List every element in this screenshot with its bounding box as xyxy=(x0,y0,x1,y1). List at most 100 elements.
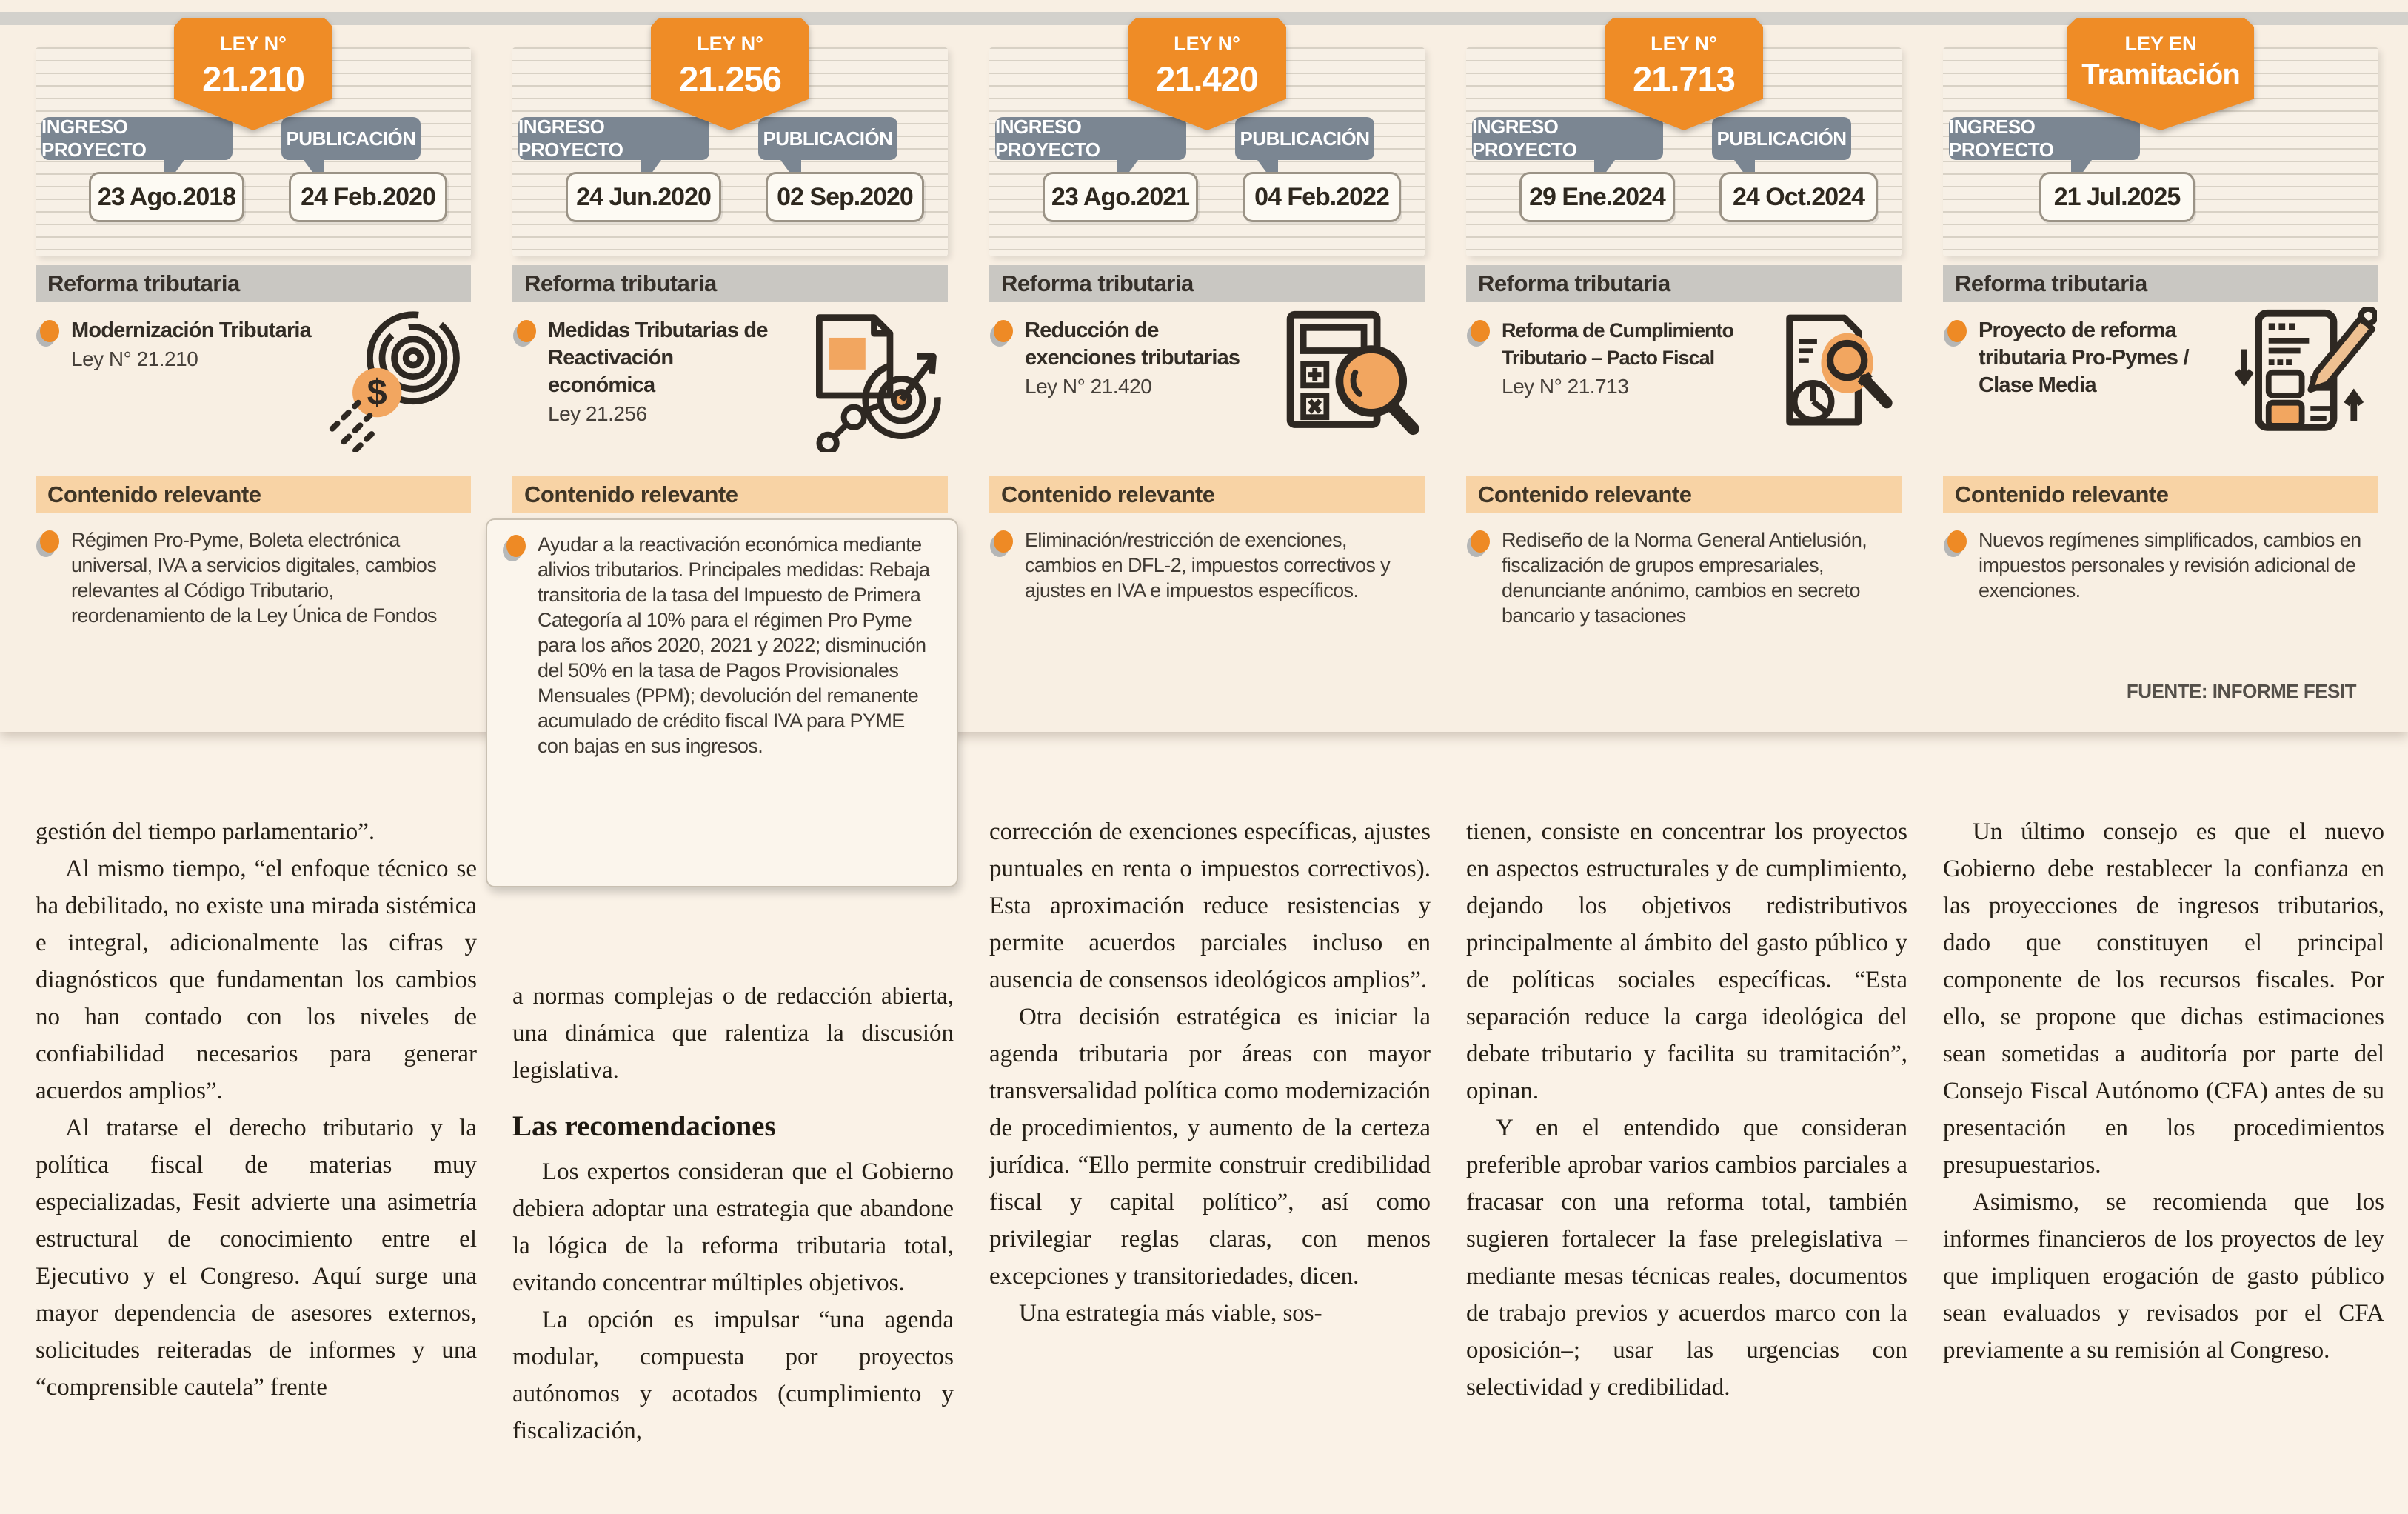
article-paragraph: gestión del tiempo parlamentario”. xyxy=(36,818,375,845)
publicacion-tag: PUBLICACIÓN xyxy=(758,117,897,188)
publicacion-date: 04 Feb.2022 xyxy=(1243,172,1401,222)
article-column-5: Un último consejo es que el nuevo Gobier… xyxy=(1943,813,2384,1369)
article-paragraph: tienen, consiste en concentrar los proye… xyxy=(1466,818,1907,1104)
law-badge-number: 21.713 xyxy=(1633,59,1736,99)
law-card-21256: LEY N° 21.256 INGRESO PROYECTO PUBLICACI… xyxy=(486,0,958,887)
orange-bullet-icon xyxy=(40,530,59,553)
law-card-21210: LEY N° 21.210 INGRESO PROYECTO PUBLICACI… xyxy=(36,0,471,732)
law-badge-label: LEY N° xyxy=(1651,33,1717,55)
orange-bullet-icon xyxy=(1947,320,1967,342)
content-text: Rediseño de la Norma General Antielusión… xyxy=(1502,529,1867,627)
article-paragraph: corrección de exenciones específicas, aj… xyxy=(989,818,1431,993)
law-badge-label: LEY EN xyxy=(2124,33,2197,55)
document-target-arrow-icon xyxy=(802,307,946,452)
law-badge: LEY N° 21.713 xyxy=(1605,18,1763,130)
content-header: Contenido relevante xyxy=(1466,476,1902,513)
article-paragraph: Al tratarse el derecho tributario y la p… xyxy=(36,1115,477,1401)
article-paragraph: Los expertos consideran que el Gobierno … xyxy=(512,1158,954,1296)
publicacion-date: 02 Sep.2020 xyxy=(766,172,924,222)
form-pencil-icon xyxy=(2233,307,2377,452)
article-paragraph: a normas complejas o de redacción abiert… xyxy=(512,983,954,1084)
article-subheading: Las recomendaciones xyxy=(512,1110,776,1142)
law-card-tramitacion: LEY EN Tramitación INGRESO PROYECTO 21 J… xyxy=(1943,0,2378,732)
publicacion-tag: PUBLICACIÓN xyxy=(281,117,421,188)
law-badge: LEY N° 21.256 xyxy=(651,18,809,130)
article-paragraph: Al mismo tiempo, “el enfoque técnico se … xyxy=(36,856,477,1104)
section-header: Reforma tributaria xyxy=(36,265,471,302)
law-title: Medidas Tributarias de Reactivación econ… xyxy=(548,319,768,397)
orange-bullet-icon xyxy=(1471,320,1490,342)
article-column-2: a normas complejas o de redacción abiert… xyxy=(512,978,954,1450)
svg-text:$: $ xyxy=(367,373,387,413)
law-badge-number: 21.420 xyxy=(1156,59,1259,99)
content-overflow-box: Ayudar a la reactivación económica media… xyxy=(486,518,958,887)
law-card-21420: LEY N° 21.420 INGRESO PROYECTO PUBLICACI… xyxy=(989,0,1425,732)
law-badge-label: LEY N° xyxy=(1174,33,1240,55)
document-audit-magnifier-icon xyxy=(1770,307,1900,452)
ingreso-proyecto-tag: INGRESO PROYECTO xyxy=(1949,116,2140,188)
publicacion-date: 24 Feb.2020 xyxy=(289,172,447,222)
money-target-icon: $ xyxy=(325,307,469,452)
source-credit: FUENTE: INFORME FESIT xyxy=(2126,680,2357,702)
publicacion-tag: PUBLICACIÓN xyxy=(1712,117,1851,188)
law-title: Reforma de Cumplimiento Tributario – Pac… xyxy=(1502,319,1734,369)
section-header: Reforma tributaria xyxy=(1466,265,1902,302)
ingreso-proyecto-label: INGRESO PROYECTO xyxy=(1949,116,2054,161)
law-badge-number: 21.256 xyxy=(679,59,782,99)
law-title: Modernización Tributaria xyxy=(71,319,312,342)
law-badge: LEY N° 21.420 xyxy=(1128,18,1286,130)
law-number: Ley 21.256 xyxy=(548,402,647,425)
law-number: Ley N° 21.713 xyxy=(1502,375,1629,398)
ingreso-proyecto-tag: INGRESO PROYECTO xyxy=(1472,116,1663,188)
orange-bullet-icon xyxy=(1471,530,1490,553)
publicacion-label: PUBLICACIÓN xyxy=(1716,127,1847,150)
content-header: Contenido relevante xyxy=(36,476,471,513)
ingreso-proyecto-label: INGRESO PROYECTO xyxy=(41,116,147,161)
law-title: Reducción de exenciones tributarias xyxy=(1025,319,1240,370)
law-badge-label: LEY N° xyxy=(697,33,763,55)
law-number: Ley N° 21.210 xyxy=(71,347,198,370)
content-text: Eliminación/restricción de exenciones, c… xyxy=(1025,529,1391,601)
publicacion-label: PUBLICACIÓN xyxy=(286,127,416,150)
section-header: Reforma tributaria xyxy=(512,265,948,302)
ingreso-date: 23 Ago.2018 xyxy=(89,172,244,222)
article-paragraph: Otra decisión estratégica es iniciar la … xyxy=(989,1004,1431,1290)
orange-bullet-icon xyxy=(40,320,59,342)
content-header: Contenido relevante xyxy=(512,476,948,513)
content-header: Contenido relevante xyxy=(989,476,1425,513)
law-badge: LEY N° 21.210 xyxy=(174,18,332,130)
content-text: Ayudar a la reactivación económica media… xyxy=(538,533,930,757)
law-badge: LEY EN Tramitación xyxy=(2067,18,2254,130)
section-header: Reforma tributaria xyxy=(989,265,1425,302)
orange-bullet-icon xyxy=(994,320,1013,342)
law-title: Proyecto de reforma tributaria Pro-Pymes… xyxy=(1979,319,2190,397)
law-badge-status: Tramitación xyxy=(2081,59,2241,91)
ingreso-proyecto-tag: INGRESO PROYECTO xyxy=(995,116,1186,188)
ingreso-date: 21 Jul.2025 xyxy=(2039,172,2195,222)
law-badge-number: 21.210 xyxy=(202,59,305,99)
ingreso-proyecto-tag: INGRESO PROYECTO xyxy=(41,116,233,188)
content-text: Nuevos regímenes simplificados, cambios … xyxy=(1979,529,2361,601)
ingreso-date: 23 Ago.2021 xyxy=(1043,172,1198,222)
ingreso-proyecto-label: INGRESO PROYECTO xyxy=(518,116,623,161)
article-column-3: corrección de exenciones específicas, aj… xyxy=(989,813,1431,1332)
publicacion-label: PUBLICACIÓN xyxy=(763,127,893,150)
ingreso-proyecto-label: INGRESO PROYECTO xyxy=(995,116,1100,161)
ingreso-date: 29 Ene.2024 xyxy=(1519,172,1675,222)
orange-bullet-icon xyxy=(1947,530,1967,553)
section-header: Reforma tributaria xyxy=(1943,265,2378,302)
calculator-magnifier-icon xyxy=(1279,307,1423,452)
article-paragraph: Una estrategia más viable, sos- xyxy=(1019,1300,1322,1327)
law-number: Ley N° 21.420 xyxy=(1025,375,1152,398)
content-header: Contenido relevante xyxy=(1943,476,2378,513)
article-paragraph: La opción es impulsar “una agenda modula… xyxy=(512,1307,954,1444)
ingreso-date: 24 Jun.2020 xyxy=(566,172,721,222)
law-badge-label: LEY N° xyxy=(220,33,287,55)
ingreso-proyecto-label: INGRESO PROYECTO xyxy=(1472,116,1577,161)
orange-bullet-icon xyxy=(994,530,1013,553)
orange-bullet-icon xyxy=(506,535,526,557)
article-paragraph: Asimismo, se recomienda que los informes… xyxy=(1943,1189,2384,1364)
publicacion-label: PUBLICACIÓN xyxy=(1240,127,1370,150)
article-column-1: gestión del tiempo parlamentario”. Al mi… xyxy=(36,813,477,1406)
article-paragraph: Un último consejo es que el nuevo Gobier… xyxy=(1943,818,2384,1178)
